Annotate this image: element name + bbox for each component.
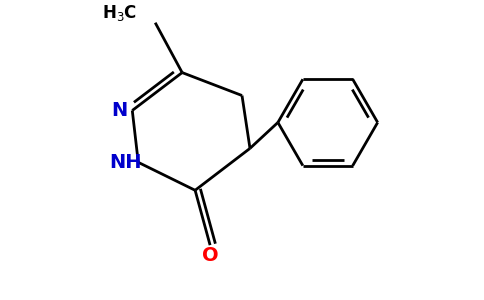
Text: N: N (111, 101, 127, 120)
Text: NH: NH (109, 153, 141, 172)
Text: H$_3$C: H$_3$C (102, 3, 137, 23)
Text: O: O (202, 246, 218, 265)
